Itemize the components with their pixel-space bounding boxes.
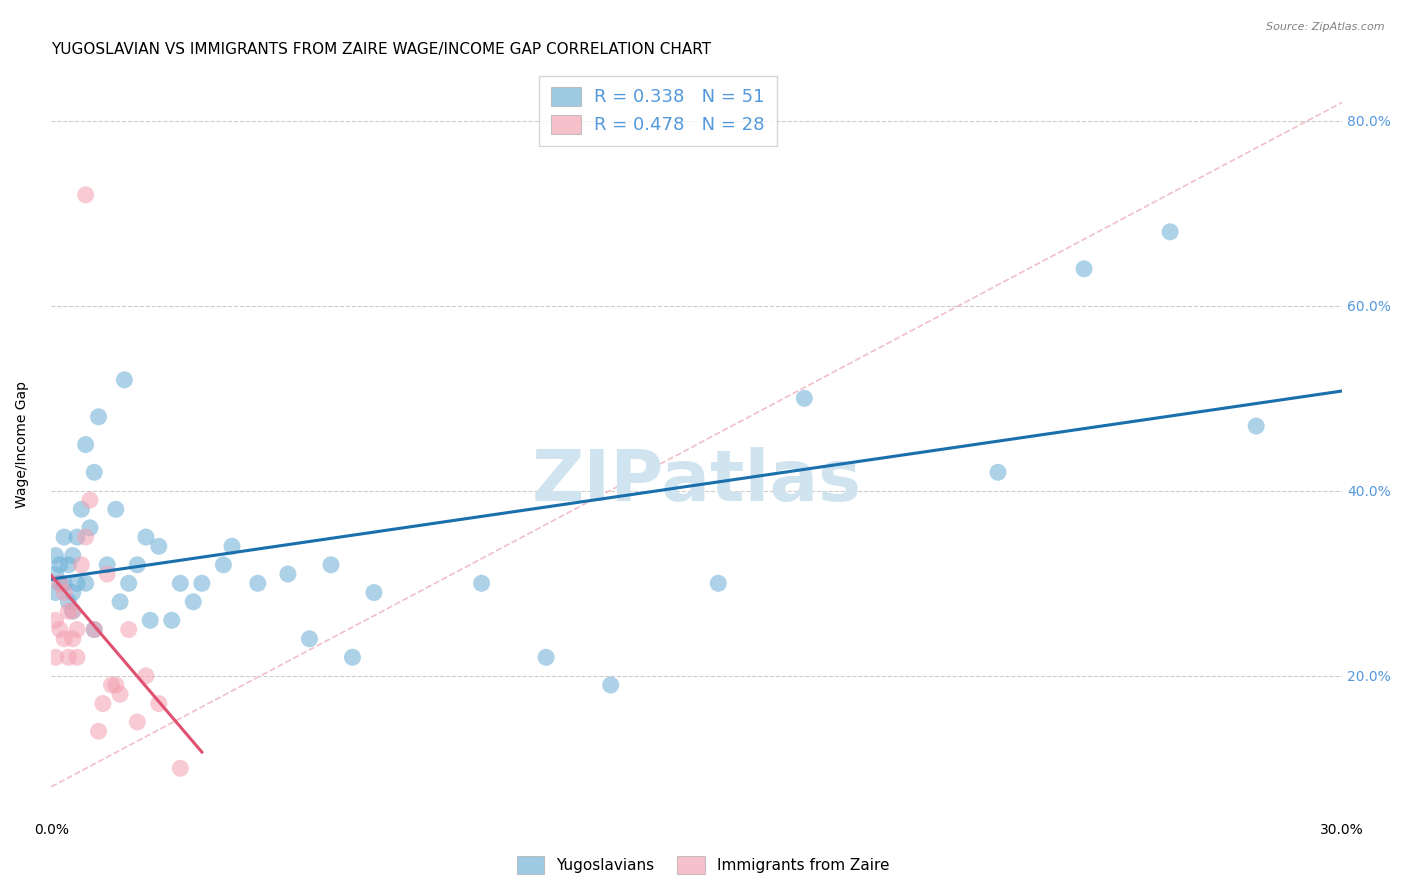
- Point: [53, 530, 76, 544]
- Point: [53, 632, 76, 646]
- Point: [66, 650, 89, 665]
- Point: [58, 558, 80, 572]
- Point: [58, 650, 80, 665]
- Y-axis label: Wage/Income Gap: Wage/Income Gap: [15, 381, 30, 508]
- Point: [148, 697, 170, 711]
- Point: [169, 576, 191, 591]
- Point: [53, 585, 76, 599]
- Point: [1244, 419, 1267, 434]
- Point: [160, 613, 183, 627]
- Point: [1073, 261, 1095, 276]
- Point: [44, 613, 66, 627]
- Legend: Yugoslavians, Immigrants from Zaire: Yugoslavians, Immigrants from Zaire: [510, 850, 896, 880]
- Point: [298, 632, 321, 646]
- Point: [104, 678, 127, 692]
- Point: [139, 613, 162, 627]
- Point: [319, 558, 342, 572]
- Point: [108, 595, 131, 609]
- Point: [49, 558, 72, 572]
- Point: [135, 669, 157, 683]
- Legend: R = 0.338   N = 51, R = 0.478   N = 28: R = 0.338 N = 51, R = 0.478 N = 28: [540, 76, 776, 145]
- Point: [277, 567, 299, 582]
- Point: [75, 437, 97, 451]
- Point: [87, 409, 110, 424]
- Point: [148, 539, 170, 553]
- Point: [79, 493, 101, 508]
- Text: Source: ZipAtlas.com: Source: ZipAtlas.com: [1267, 22, 1385, 32]
- Point: [212, 558, 235, 572]
- Point: [363, 585, 385, 599]
- Point: [181, 595, 204, 609]
- Point: [75, 187, 97, 202]
- Point: [707, 576, 730, 591]
- Point: [58, 595, 80, 609]
- Point: [599, 678, 621, 692]
- Point: [221, 539, 243, 553]
- Point: [96, 558, 118, 572]
- Point: [96, 567, 118, 582]
- Point: [49, 576, 72, 591]
- Point: [987, 465, 1010, 479]
- Point: [62, 604, 84, 618]
- Point: [91, 697, 114, 711]
- Point: [135, 530, 157, 544]
- Point: [87, 724, 110, 739]
- Point: [58, 604, 80, 618]
- Point: [66, 530, 89, 544]
- Point: [62, 632, 84, 646]
- Point: [62, 549, 84, 563]
- Point: [66, 576, 89, 591]
- Point: [44, 650, 66, 665]
- Point: [44, 585, 66, 599]
- Point: [191, 576, 214, 591]
- Point: [534, 650, 557, 665]
- Point: [108, 687, 131, 701]
- Point: [62, 585, 84, 599]
- Text: ZIPatlas: ZIPatlas: [531, 447, 862, 516]
- Point: [104, 502, 127, 516]
- Point: [118, 576, 141, 591]
- Point: [79, 521, 101, 535]
- Point: [49, 576, 72, 591]
- Point: [246, 576, 269, 591]
- Point: [471, 576, 494, 591]
- Point: [342, 650, 364, 665]
- Point: [83, 623, 105, 637]
- Point: [62, 604, 84, 618]
- Point: [49, 623, 72, 637]
- Point: [118, 623, 141, 637]
- Point: [1159, 225, 1181, 239]
- Point: [44, 549, 66, 563]
- Point: [100, 678, 122, 692]
- Point: [75, 530, 97, 544]
- Point: [70, 502, 93, 516]
- Point: [53, 576, 76, 591]
- Point: [169, 761, 191, 775]
- Point: [112, 373, 135, 387]
- Point: [83, 623, 105, 637]
- Text: YUGOSLAVIAN VS IMMIGRANTS FROM ZAIRE WAGE/INCOME GAP CORRELATION CHART: YUGOSLAVIAN VS IMMIGRANTS FROM ZAIRE WAG…: [51, 42, 711, 57]
- Point: [75, 576, 97, 591]
- Point: [127, 714, 149, 729]
- Point: [127, 558, 149, 572]
- Point: [793, 392, 815, 406]
- Point: [83, 465, 105, 479]
- Point: [66, 623, 89, 637]
- Point: [44, 567, 66, 582]
- Point: [70, 558, 93, 572]
